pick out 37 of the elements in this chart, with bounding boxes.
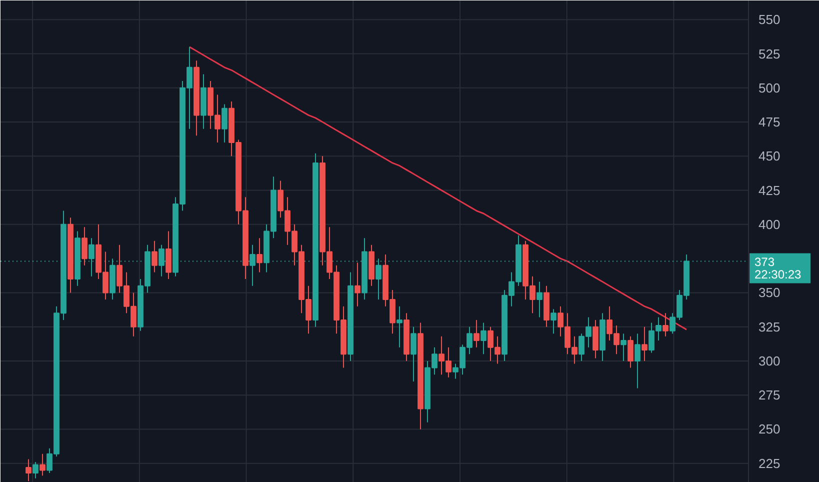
candlestick <box>474 320 480 348</box>
candlestick <box>396 306 402 348</box>
candlestick <box>642 326 648 362</box>
candlestick <box>662 312 668 337</box>
candlestick <box>40 453 46 476</box>
candlestick <box>354 262 360 307</box>
candlestick <box>620 333 626 362</box>
y-tick-label: 525 <box>758 46 780 62</box>
candlestick <box>536 281 542 318</box>
y-tick-label: 350 <box>758 285 780 300</box>
candlestick <box>628 336 634 368</box>
candlestick <box>256 238 262 273</box>
y-tick-label: 275 <box>758 388 780 403</box>
candlestick <box>26 458 32 482</box>
y-tick-label: 325 <box>758 319 780 334</box>
y-tick-label: 475 <box>758 114 780 130</box>
candlestick <box>32 462 38 479</box>
y-tick-label: 225 <box>758 456 780 471</box>
candlestick <box>592 320 598 359</box>
y-tick-label: 250 <box>758 422 780 437</box>
candlestick <box>634 333 640 389</box>
y-tick-label: 550 <box>758 12 780 28</box>
candlestick <box>152 240 158 273</box>
candlestick <box>82 226 88 266</box>
candlestick <box>480 322 486 355</box>
candlestick <box>222 104 228 144</box>
ref-line-label: 373 <box>754 254 775 269</box>
line-series <box>188 46 688 330</box>
y-tick-label: 450 <box>758 148 780 164</box>
text: 22:30:23 <box>754 267 802 282</box>
candlestick <box>166 230 172 280</box>
y-tick-label: 300 <box>758 353 780 368</box>
y-tick-label: 400 <box>758 216 780 232</box>
candlestick <box>410 326 416 382</box>
y-tick-label: 425 <box>758 182 780 198</box>
y-tick-label: 500 <box>758 80 780 96</box>
candlestick <box>550 308 556 334</box>
